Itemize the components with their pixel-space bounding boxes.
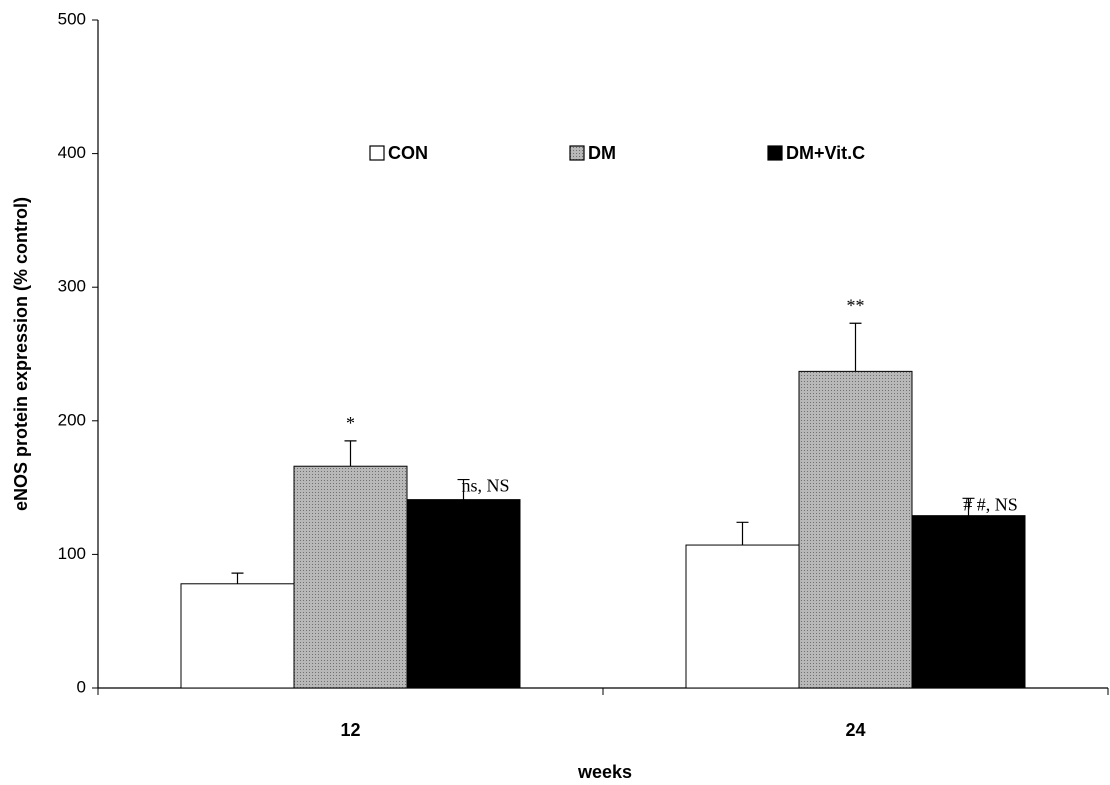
error-bar <box>345 441 357 466</box>
annotation: * <box>346 413 355 433</box>
error-bar <box>737 522 749 545</box>
x-tick-label: 12 <box>340 720 360 740</box>
bar <box>294 466 407 688</box>
legend-label: DM <box>588 143 616 163</box>
error-bar <box>850 323 862 371</box>
y-axis-title: eNOS protein expression (% control) <box>11 197 31 511</box>
bar <box>799 371 912 688</box>
y-tick-label: 100 <box>58 544 86 563</box>
annotation: ** <box>847 295 865 315</box>
y-tick-label: 0 <box>77 677 86 696</box>
annotation: # #, NS <box>963 494 1018 514</box>
legend-swatch <box>768 146 782 160</box>
legend-swatch <box>570 146 584 160</box>
y-tick-label: 300 <box>58 277 86 296</box>
bar <box>181 584 294 688</box>
legend-label: DM+Vit.C <box>786 143 865 163</box>
legend-swatch <box>370 146 384 160</box>
legend-label: CON <box>388 143 428 163</box>
x-axis-title: weeks <box>577 762 632 782</box>
y-tick-label: 500 <box>58 9 86 28</box>
chart: eNOS protein expression (% control) week… <box>0 0 1110 785</box>
bar <box>407 500 520 688</box>
bar <box>912 516 1025 688</box>
bar <box>686 545 799 688</box>
y-tick-label: 200 <box>58 410 86 429</box>
y-tick-label: 400 <box>58 143 86 162</box>
annotation: ns, NS <box>461 476 509 496</box>
x-tick-label: 24 <box>845 720 865 740</box>
error-bar <box>232 573 244 584</box>
